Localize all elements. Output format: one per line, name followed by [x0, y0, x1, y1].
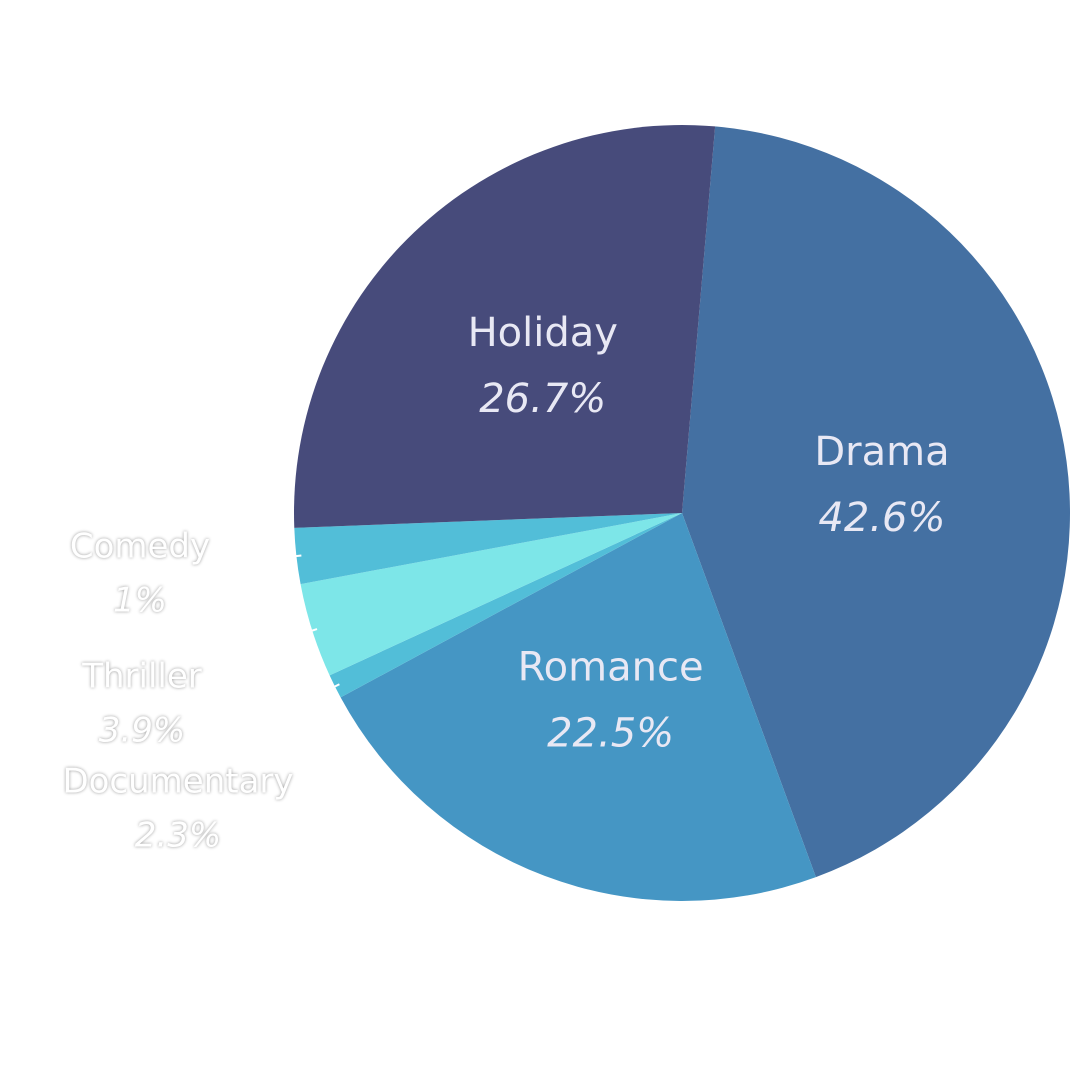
slice-value: 3.9%: [99, 711, 185, 751]
slice-label: Documentary: [62, 762, 293, 802]
slice-label: Drama: [814, 429, 949, 475]
slice-value: 22.5%: [547, 711, 674, 757]
slice-label: Holiday: [468, 310, 618, 356]
slice-value: 42.6%: [818, 495, 945, 541]
slice-value: 2.3%: [135, 816, 221, 856]
pie-slice: [682, 126, 1070, 878]
slice-value: 26.7%: [479, 376, 606, 422]
slice-label: Thriller: [81, 657, 202, 697]
pie-slice: [329, 513, 682, 698]
pie-slice: [294, 125, 716, 528]
slice-label: Romance: [518, 645, 704, 691]
pie-slice: [300, 513, 682, 676]
leader-line: [312, 683, 340, 699]
leader-line: [271, 554, 302, 560]
slice-label: Comedy: [70, 527, 210, 567]
slice-value: 1%: [113, 581, 167, 621]
pie-slice: [294, 513, 682, 585]
pie-slice: [340, 513, 816, 901]
leader-line: [288, 628, 318, 640]
